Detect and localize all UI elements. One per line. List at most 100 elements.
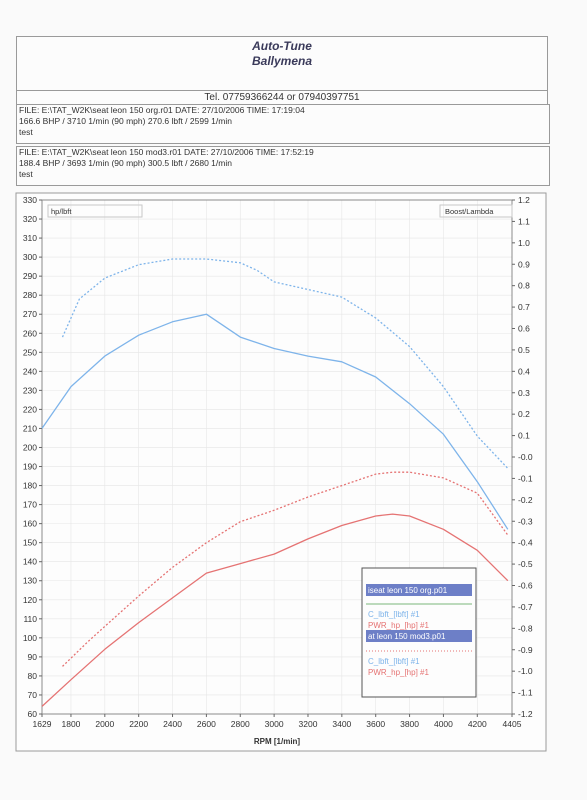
x-tick-label: 4000: [434, 719, 453, 729]
legend-run2-highlight: [366, 630, 472, 642]
x-tick-label: 1800: [61, 719, 80, 729]
y-tick-label: 290: [23, 271, 37, 281]
x-axis: 1629 1800 2000 2200 2400 2600 2800 3000 3200 3400…: [33, 714, 522, 729]
y-tick-label: 320: [23, 214, 37, 224]
y-tick-label: 230: [23, 385, 37, 395]
x-tick-label: 3200: [299, 719, 318, 729]
y-tick-label: 160: [23, 519, 37, 529]
y-right-tick-label: -0.6: [518, 581, 533, 591]
y-tick-label: 310: [23, 233, 37, 243]
y-tick-label: 270: [23, 309, 37, 319]
x-tick-label: 3800: [400, 719, 419, 729]
x-tick-label: 1629: [33, 719, 52, 729]
y-right-tick-label: -0.5: [518, 559, 533, 569]
y-tick-label: 100: [23, 633, 37, 643]
y-right-tick-label: 1.2: [518, 195, 530, 205]
y-tick-label: 70: [28, 690, 38, 700]
y-tick-label: 60: [28, 709, 38, 719]
x-tick-label: 4200: [468, 719, 487, 729]
legend-run1-torque: C_lbft_[lbft] #1: [368, 610, 420, 619]
company-name: Auto-Tune: [252, 39, 312, 53]
legend-run2-torque: C_lbft_[lbft] #1: [368, 657, 420, 666]
y-tick-label: 300: [23, 252, 37, 262]
run1-torque-line: [41, 313, 509, 530]
y-right-tick-label: -0.9: [518, 645, 533, 655]
y-right-tick-label: 0.9: [518, 259, 530, 269]
ylabel-right: Boost/Lambda: [445, 207, 494, 216]
ylabel-left: hp/lbft: [51, 207, 72, 216]
legend-run1-highlight: [366, 584, 472, 596]
run2-torque-line: [61, 258, 509, 469]
y-tick-label: 190: [23, 462, 37, 472]
x-tick-label: 2600: [197, 719, 216, 729]
y-right-tick-label: 0.4: [518, 366, 530, 376]
y-right-tick-label: -0.1: [518, 473, 533, 483]
file-peaks: 166.6 BHP / 3710 1/min (90 mph) 270.6 lb…: [19, 116, 232, 126]
x-tick-label: 2200: [129, 719, 148, 729]
legend-run2-power: PWR_hp_[hp] #1: [368, 668, 429, 677]
y-tick-label: 200: [23, 442, 37, 452]
y-tick-label: 90: [28, 652, 38, 662]
y-tick-label: 210: [23, 423, 37, 433]
x-tick-label: 3000: [265, 719, 284, 729]
y-tick-label: 80: [28, 671, 38, 681]
report-header: Auto-Tune Ballymena Tel. 07759366244 or …: [16, 36, 548, 106]
y-tick-label: 280: [23, 290, 37, 300]
x-tick-label: 4405: [503, 719, 522, 729]
y-right-tick-label: -0.7: [518, 602, 533, 612]
y-right-tick-label: -0.3: [518, 516, 533, 526]
company-location: Ballymena: [251, 54, 313, 68]
y-tick-label: 330: [23, 195, 37, 205]
y-tick-label: 180: [23, 481, 37, 491]
y-right-tick-label: 0.7: [518, 302, 530, 312]
y-tick-label: 140: [23, 557, 37, 567]
y-tick-label: 220: [23, 404, 37, 414]
legend-run2: at leon 150 mod3.p01: [368, 632, 446, 641]
y-tick-label: 170: [23, 500, 37, 510]
y-right-tick-label: -0.8: [518, 623, 533, 633]
legend-run1-power: PWR_hp_[hp] #1: [368, 621, 429, 630]
y-right-tick-label: 1.1: [518, 216, 530, 226]
y-right-tick-label: 1.0: [518, 238, 530, 248]
y-tick-label: 250: [23, 347, 37, 357]
y-tick-label: 110: [23, 614, 37, 624]
left-axis: 60 70 80 90 100 110 120 130 140 150 160 170 180 190 20…: [23, 195, 42, 719]
y-tick-label: 130: [23, 576, 37, 586]
legend: iseat leon 150 org.p01 C_lbft_[lbft] #1 …: [361, 567, 477, 698]
y-right-tick-label: -0.2: [518, 495, 533, 505]
y-right-tick-label: -0.4: [518, 538, 533, 548]
y-right-tick-label: 0.3: [518, 388, 530, 398]
file-info-run2: FILE: E:\TAT_W2K\seat leon 150 mod3.r01 …: [16, 146, 550, 186]
x-tick-label: 2400: [163, 719, 182, 729]
y-tick-label: 150: [23, 538, 37, 548]
file-peaks: 188.4 BHP / 3693 1/min (90 mph) 300.5 lb…: [19, 158, 232, 168]
ylabel-right-box: [439, 204, 513, 218]
y-right-tick-label: 0.1: [518, 431, 530, 441]
run1-power-line: [41, 513, 509, 707]
x-tick-label: 2000: [95, 719, 114, 729]
file-info-run1: FILE: E:\TAT_W2K\seat leon 150 org.r01 D…: [16, 104, 550, 144]
x-tick-label: 3400: [332, 719, 351, 729]
y-right-tick-label: -1.0: [518, 666, 533, 676]
y-right-tick-label: 0.6: [518, 324, 530, 334]
x-axis-label: RPM [1/min]: [254, 737, 301, 746]
legend-run1: iseat leon 150 org.p01: [368, 586, 448, 595]
y-tick-label: 260: [23, 328, 37, 338]
series-lines: [41, 258, 509, 707]
y-right-tick-label: -1.1: [518, 688, 533, 698]
file-comment: test: [19, 169, 33, 179]
file-comment: test: [19, 127, 33, 137]
y-right-tick-label: -0.0: [518, 452, 533, 462]
x-tick-label: 3600: [366, 719, 385, 729]
right-axis: -1.2 -1.1 -1.0 -0.9 -0.8 -0.7 -0.6 -0.5 -0.4 -0.3…: [512, 195, 533, 719]
run2-power-line: [62, 471, 509, 667]
ylabel-left-box: [47, 204, 143, 218]
y-right-tick-label: 0.8: [518, 281, 530, 291]
file-path: FILE: E:\TAT_W2K\seat leon 150 org.r01 D…: [19, 105, 305, 115]
y-tick-label: 240: [23, 366, 37, 376]
y-tick-label: 120: [23, 595, 37, 605]
file-path: FILE: E:\TAT_W2K\seat leon 150 mod3.r01 …: [19, 147, 314, 157]
telephone-line: Tel. 07759366244 or 07940397751: [17, 90, 547, 105]
y-right-tick-label: 0.2: [518, 409, 530, 419]
